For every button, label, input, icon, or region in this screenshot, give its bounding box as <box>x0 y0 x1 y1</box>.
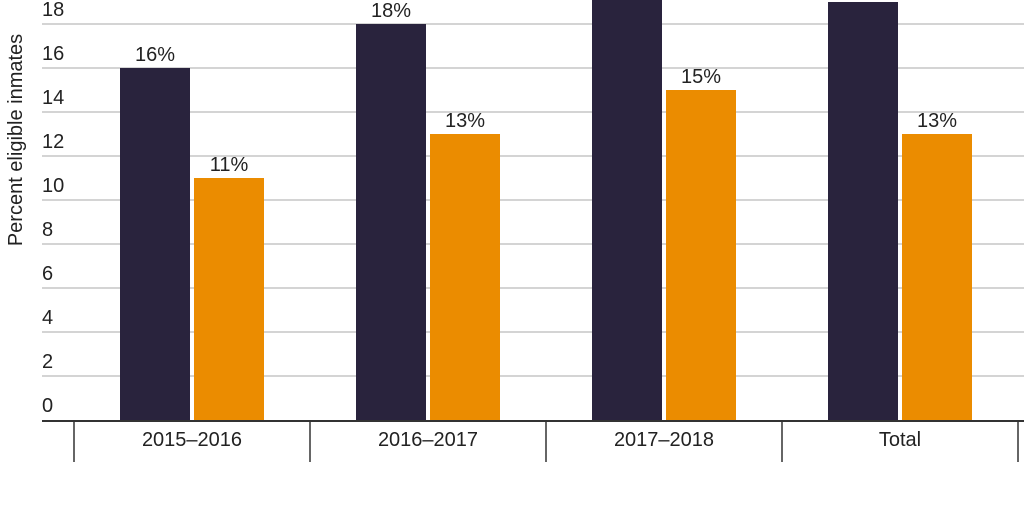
x-tick-label: Total <box>879 429 921 451</box>
bars: 16% 11% 18% 13% 15% 13% <box>120 0 972 420</box>
bar <box>666 90 736 420</box>
y-axis-title: Percent eligible inmates <box>5 34 27 246</box>
data-label: 11% <box>210 154 249 176</box>
bar <box>430 134 500 420</box>
x-axis: 2015–2016 2016–2017 2017–2018 Total <box>42 420 1024 462</box>
y-tick-label: 2 <box>42 351 53 373</box>
data-label: 18% <box>371 0 411 22</box>
bar <box>902 134 972 420</box>
bar <box>828 2 898 420</box>
y-tick-label: 14 <box>42 87 64 109</box>
y-tick-label: 4 <box>42 307 53 329</box>
y-tick-labels: 0 2 4 6 8 10 12 14 16 18 <box>42 0 64 417</box>
data-label: 16% <box>135 44 175 66</box>
y-tick-label: 18 <box>42 0 64 21</box>
data-label: 15% <box>681 66 721 88</box>
bar <box>356 24 426 420</box>
x-tick-label: 2015–2016 <box>142 429 242 451</box>
y-tick-label: 0 <box>42 395 53 417</box>
x-tick-label: 2016–2017 <box>378 429 478 451</box>
data-label: 13% <box>445 110 485 132</box>
data-label: 13% <box>917 110 957 132</box>
y-tick-label: 6 <box>42 263 53 285</box>
x-tick-label: 2017–2018 <box>614 429 714 451</box>
bar <box>120 68 190 420</box>
y-tick-label: 16 <box>42 43 64 65</box>
y-tick-label: 12 <box>42 131 64 153</box>
y-tick-label: 8 <box>42 219 53 241</box>
bar <box>194 178 264 420</box>
bar <box>592 0 662 420</box>
y-tick-label: 10 <box>42 175 64 197</box>
